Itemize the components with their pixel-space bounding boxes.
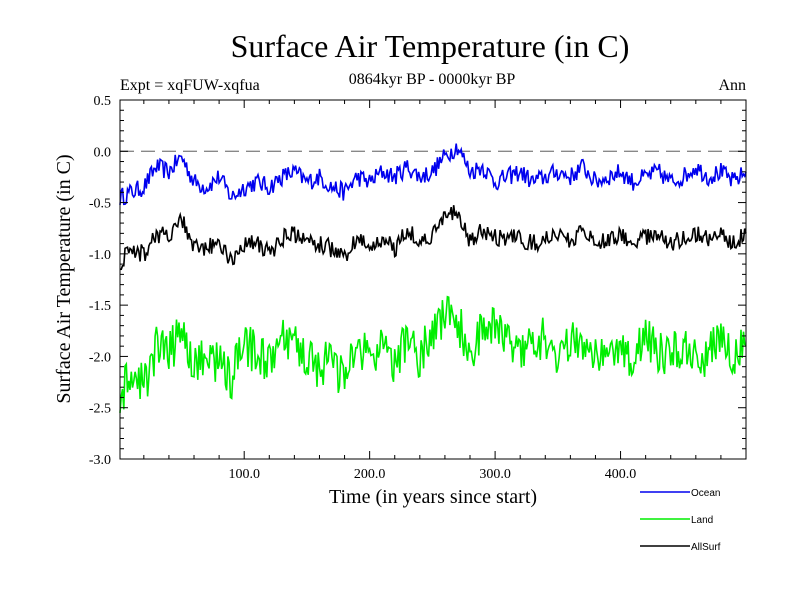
chart-subtitle-experiment: Expt = xqFUW-xqfua <box>120 77 260 94</box>
y-tick-label: -1.0 <box>89 248 111 263</box>
y-tick-label: -3.0 <box>89 453 111 468</box>
y-tick-label: -2.0 <box>89 350 111 365</box>
x-tick-label: 400.0 <box>605 467 637 482</box>
y-tick-label: 0.5 <box>94 94 112 109</box>
legend-label-ocean: Ocean <box>691 488 720 499</box>
x-tick-label: 300.0 <box>479 467 511 482</box>
x-tick-label: 100.0 <box>228 467 260 482</box>
chart-title: Surface Air Temperature (in C) <box>231 28 630 64</box>
y-axis-label: Surface Air Temperature (in C) <box>53 154 75 403</box>
y-tick-label: -0.5 <box>89 197 111 212</box>
legend-label-land: Land <box>691 515 713 526</box>
y-tick-labels: -3.0 -2.5 -2.0 -1.5 -1.0 -0.5 0.0 0.5 <box>89 94 111 468</box>
x-tick-labels: 100.0 200.0 300.0 400.0 <box>228 467 636 482</box>
y-tick-label: -2.5 <box>89 402 111 417</box>
chart-subtitle-period: 0864kyr BP - 0000kyr BP <box>349 71 516 88</box>
legend-label-allsurf: AllSurf <box>691 542 721 553</box>
plot-frame <box>119 99 747 460</box>
series-layer <box>119 143 747 413</box>
series-line-ocean <box>119 143 747 206</box>
y-tick-label: -1.5 <box>89 299 111 314</box>
ticks-layer <box>120 99 746 460</box>
series-line-land <box>119 295 747 413</box>
x-axis-label: Time (in years since start) <box>329 486 537 508</box>
y-tick-label: 0.0 <box>94 145 112 160</box>
series-line-allsurf <box>119 205 747 271</box>
x-tick-label: 200.0 <box>354 467 386 482</box>
legend: Ocean Land AllSurf <box>640 488 721 553</box>
chart-subtitle-season: Ann <box>718 77 746 94</box>
